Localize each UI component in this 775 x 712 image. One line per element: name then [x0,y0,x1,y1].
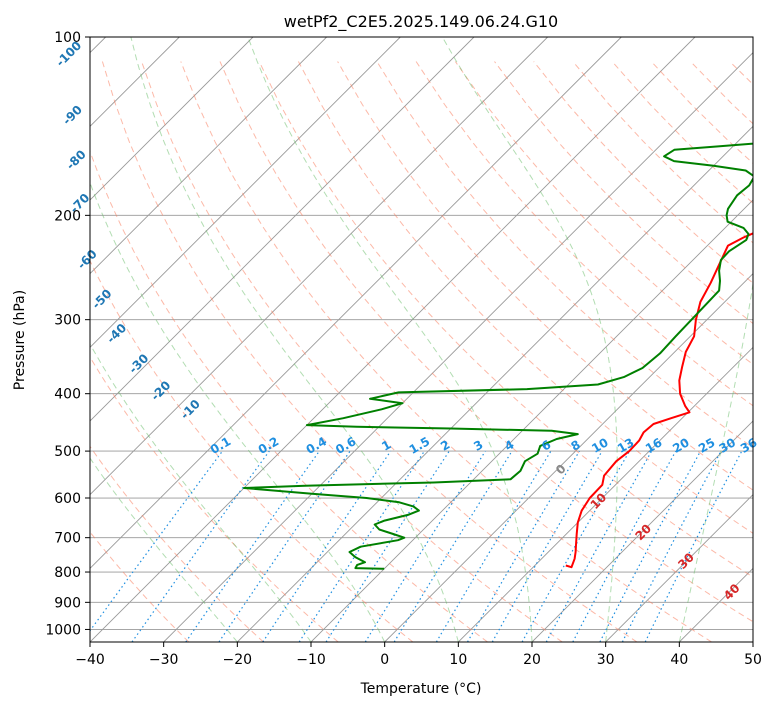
y-tick-label: 700 [54,531,81,547]
y-axis-label: Pressure (hPa) [12,290,28,390]
y-tick-label: 900 [54,595,81,611]
y-tick-label: 1000 [45,622,81,638]
y-tick-label: 500 [54,444,81,460]
x-axis-label: Temperature (°C) [360,681,482,697]
y-tick-label: 300 [54,313,81,329]
y-tick-label: 400 [54,387,81,403]
y-tick-label: 100 [54,30,81,46]
y-tick-label: 600 [54,491,81,507]
x-tick-label: −10 [296,652,326,668]
x-tick-label: 20 [523,652,541,668]
y-tick-label: 800 [54,565,81,581]
x-tick-label: 30 [597,652,615,668]
y-tick-label: 200 [54,208,81,224]
x-tick-label: −40 [75,652,105,668]
x-tick-label: −20 [223,652,253,668]
x-tick-label: 50 [744,652,762,668]
x-tick-label: 10 [449,652,467,668]
chart-title: wetPf2_C2E5.2025.149.06.24.G10 [284,12,558,32]
x-tick-label: −30 [149,652,179,668]
x-tick-label: 0 [380,652,389,668]
x-tick-label: 40 [670,652,688,668]
